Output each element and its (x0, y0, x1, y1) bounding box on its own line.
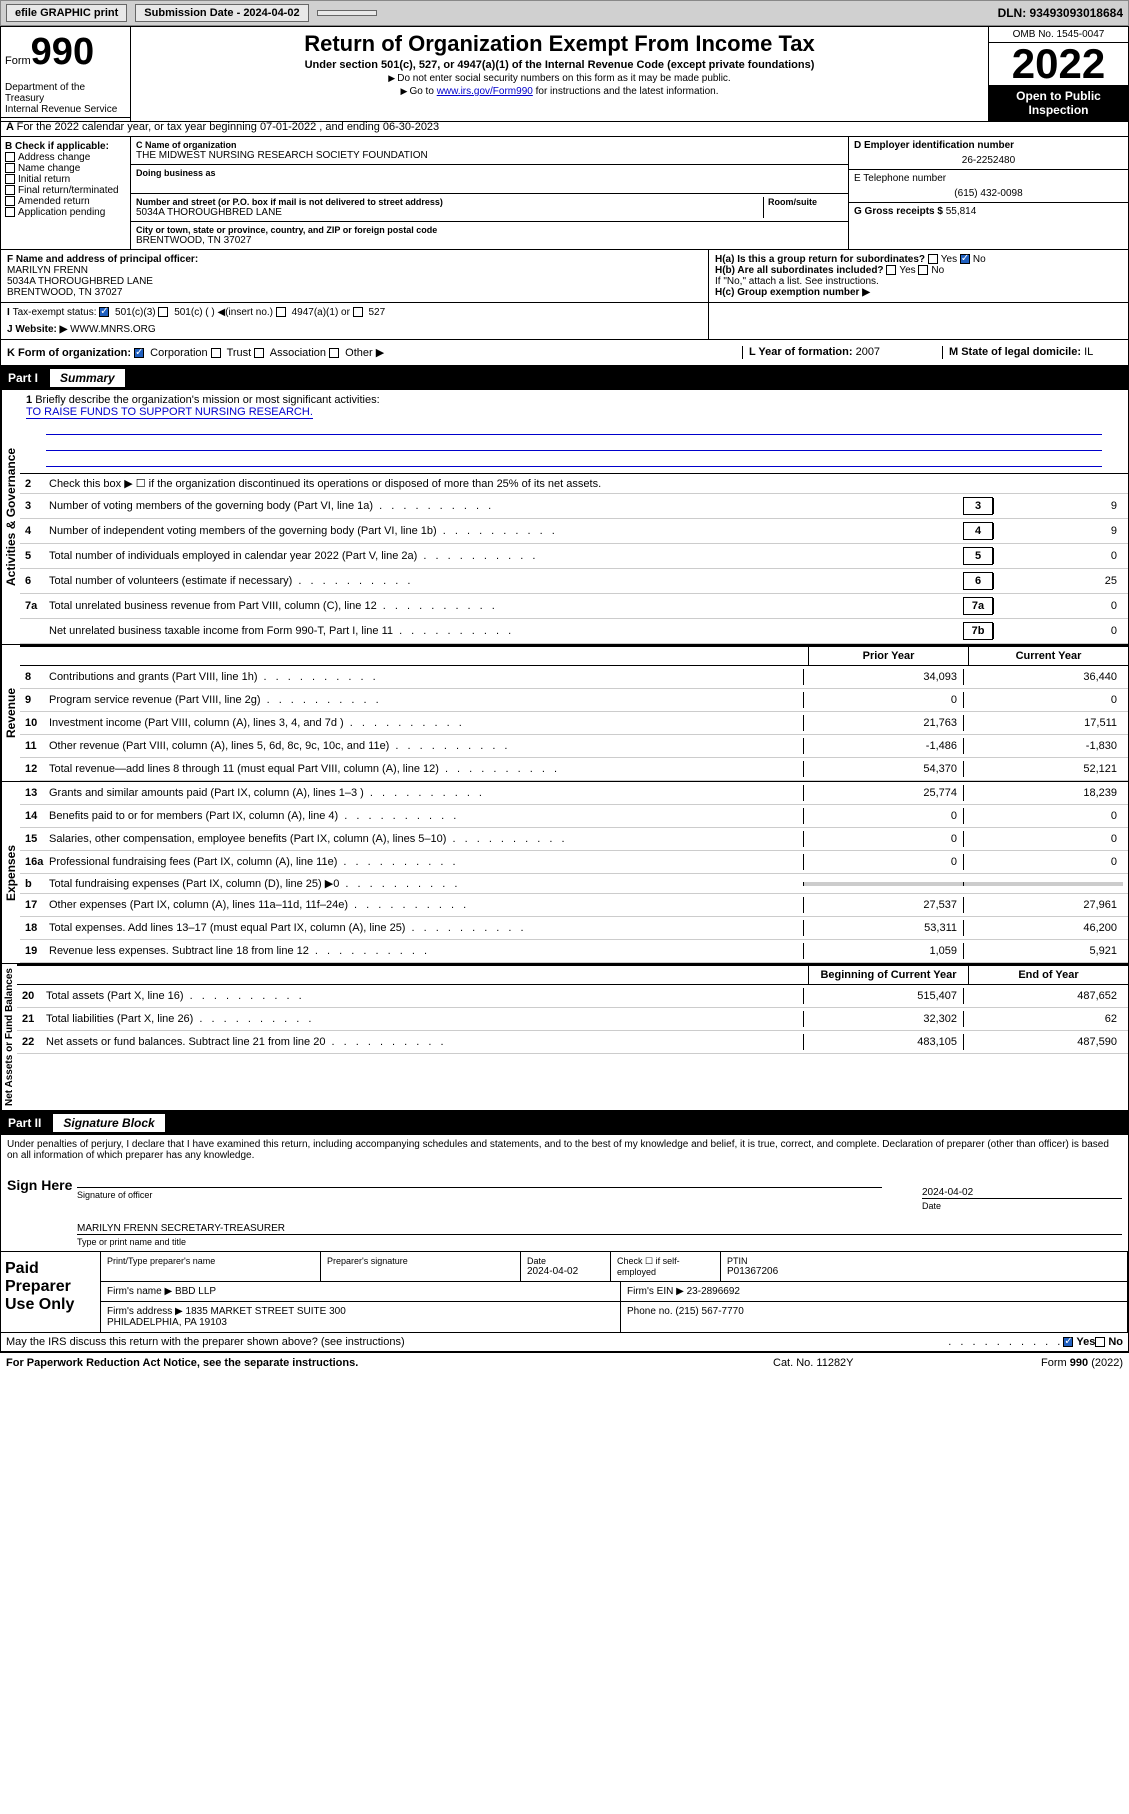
col-b-checkboxes: B Check if applicable: Address change Na… (1, 137, 131, 249)
inspection-notice: Open to Public Inspection (989, 85, 1128, 121)
chk-group-yes[interactable] (928, 254, 938, 264)
line-10: 10Investment income (Part VIII, column (… (20, 712, 1128, 735)
dept-treasury: Department of the Treasury Internal Reve… (0, 80, 130, 118)
form-header: Form990 Return of Organization Exempt Fr… (0, 26, 1129, 122)
chk-group-no[interactable] (960, 254, 970, 264)
tax-year: 2022 (989, 43, 1128, 85)
form-title: Return of Organization Exempt From Incom… (139, 31, 980, 57)
line-12: 12Total revenue—add lines 8 through 11 (… (20, 758, 1128, 781)
governance-label: Activities & Governance (1, 390, 20, 644)
revenue-label: Revenue (1, 645, 20, 781)
firm-name: BBD LLP (175, 1286, 216, 1297)
website: WWW.MNRS.ORG (70, 324, 156, 335)
line-9: 9Program service revenue (Part VIII, lin… (20, 689, 1128, 712)
chk-amended[interactable]: Amended return (5, 196, 126, 207)
line-15: 15Salaries, other compensation, employee… (20, 828, 1128, 851)
col-right: D Employer identification number26-22524… (848, 137, 1128, 249)
summary-governance: Activities & Governance 1 Briefly descri… (0, 390, 1129, 645)
netassets-label: Net Assets or Fund Balances (1, 964, 17, 1110)
firm-phone: (215) 567-7770 (675, 1306, 743, 1317)
line-21: 21Total liabilities (Part X, line 26)32,… (17, 1008, 1128, 1031)
line-20: 20Total assets (Part X, line 16)515,4074… (17, 985, 1128, 1008)
entity-section: B Check if applicable: Address change Na… (0, 137, 1129, 250)
sign-here-label: Sign Here (7, 1167, 77, 1247)
line-14: 14Benefits paid to or for members (Part … (20, 805, 1128, 828)
line-5: 5Total number of individuals employed in… (20, 544, 1128, 569)
line-18: 18Total expenses. Add lines 13–17 (must … (20, 917, 1128, 940)
expenses-label: Expenses (1, 782, 20, 963)
chk-discuss-yes[interactable] (1063, 1337, 1073, 1347)
chk-pending[interactable]: Application pending (5, 207, 126, 218)
subtitle-2: Do not enter social security numbers on … (139, 73, 980, 84)
row-k-l-m: K Form of organization: Corporation Trus… (0, 340, 1129, 366)
top-bar: efile GRAPHIC print Submission Date - 20… (0, 0, 1129, 26)
col-c-org: C Name of organizationTHE MIDWEST NURSIN… (131, 137, 848, 249)
row-f-h: F Name and address of principal officer:… (0, 250, 1129, 303)
page-footer: For Paperwork Reduction Act Notice, see … (0, 1352, 1129, 1373)
line-8: 8Contributions and grants (Part VIII, li… (20, 666, 1128, 689)
line-7a: 7aTotal unrelated business revenue from … (20, 594, 1128, 619)
line-19: 19Revenue less expenses. Subtract line 1… (20, 940, 1128, 963)
declaration: Under penalties of perjury, I declare th… (7, 1139, 1122, 1161)
officer-name: MARILYN FRENN (7, 265, 88, 276)
org-addr: 5034A THOROUGHBRED LANE (136, 207, 763, 218)
part1-header: Part I Summary (0, 366, 1129, 390)
subtitle-3: Go to www.irs.gov/Form990 for instructio… (139, 86, 980, 97)
chk-final[interactable]: Final return/terminated (5, 185, 126, 196)
chk-sub-yes[interactable] (886, 265, 896, 275)
chk-corp[interactable] (134, 348, 144, 358)
dln: DLN: 93493093018684 (998, 6, 1123, 20)
line-3: 3Number of voting members of the governi… (20, 494, 1128, 519)
form-label: Form (5, 55, 31, 67)
state-domicile: IL (1084, 346, 1093, 358)
line-: Net unrelated business taxable income fr… (20, 619, 1128, 644)
form-num: 990 (31, 31, 94, 73)
subtitle-1: Under section 501(c), 527, or 4947(a)(1)… (139, 59, 980, 71)
paid-preparer: Paid Preparer Use Only Print/Type prepar… (0, 1252, 1129, 1333)
summary-expenses: Expenses 13Grants and similar amounts pa… (0, 782, 1129, 964)
mission: TO RAISE FUNDS TO SUPPORT NURSING RESEAR… (26, 406, 313, 419)
chk-501c3[interactable] (99, 307, 109, 317)
line-6: 6Total number of volunteers (estimate if… (20, 569, 1128, 594)
submission-btn[interactable]: Submission Date - 2024-04-02 (135, 4, 308, 22)
paid-label: Paid Preparer Use Only (1, 1252, 101, 1332)
officer-addr: 5034A THOROUGHBRED LANE BRENTWOOD, TN 37… (7, 276, 153, 298)
line-13: 13Grants and similar amounts paid (Part … (20, 782, 1128, 805)
gross-receipts: 55,814 (946, 206, 977, 217)
officer-sig-name: MARILYN FRENN SECRETARY-TREASURER (77, 1223, 1122, 1234)
ptin: P01367206 (727, 1266, 1121, 1277)
year-formation: 2007 (856, 346, 880, 358)
irs-link[interactable]: www.irs.gov/Form990 (437, 86, 533, 97)
summary-revenue: Revenue Prior YearCurrent Year 8Contribu… (0, 645, 1129, 782)
chk-name[interactable]: Name change (5, 163, 126, 174)
phone: (615) 432-0098 (854, 188, 1123, 199)
ein: 26-2252480 (854, 155, 1123, 166)
row-i-j: I Tax-exempt status: 501(c)(3) 501(c) ( … (0, 303, 1129, 340)
blank-btn (317, 10, 377, 16)
line-16a: 16aProfessional fundraising fees (Part I… (20, 851, 1128, 874)
summary-netassets: Net Assets or Fund Balances Beginning of… (0, 964, 1129, 1111)
line-b: bTotal fundraising expenses (Part IX, co… (20, 874, 1128, 894)
chk-discuss-no[interactable] (1095, 1337, 1105, 1347)
year-box: OMB No. 1545-0047 2022 Open to Public In… (988, 27, 1128, 121)
col-b-header: B Check if applicable: (5, 141, 126, 152)
line-11: 11Other revenue (Part VIII, column (A), … (20, 735, 1128, 758)
title-box: Return of Organization Exempt From Incom… (131, 27, 988, 121)
org-name: THE MIDWEST NURSING RESEARCH SOCIETY FOU… (136, 150, 843, 161)
line-22: 22Net assets or fund balances. Subtract … (17, 1031, 1128, 1054)
chk-initial[interactable]: Initial return (5, 174, 126, 185)
firm-ein: 23-2896692 (687, 1286, 740, 1297)
part2-header: Part II Signature Block (0, 1111, 1129, 1135)
signature-block: Under penalties of perjury, I declare th… (0, 1135, 1129, 1252)
line-17: 17Other expenses (Part IX, column (A), l… (20, 894, 1128, 917)
org-city: BRENTWOOD, TN 37027 (136, 235, 843, 246)
efile-btn[interactable]: efile GRAPHIC print (6, 4, 127, 22)
chk-sub-no[interactable] (918, 265, 928, 275)
line-4: 4Number of independent voting members of… (20, 519, 1128, 544)
chk-address[interactable]: Address change (5, 152, 126, 163)
